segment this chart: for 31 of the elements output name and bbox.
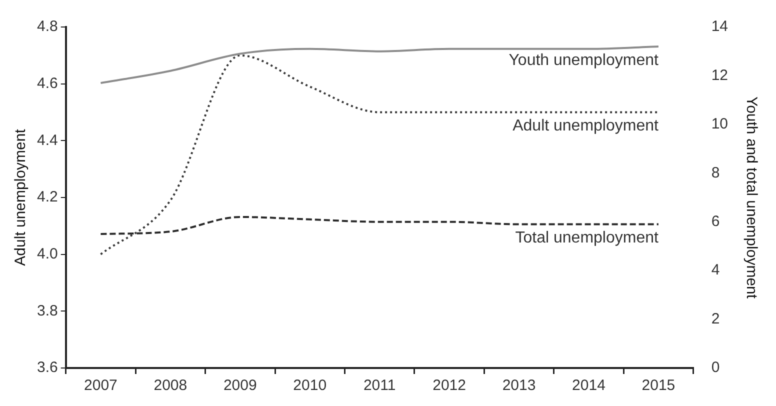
x-tick-label: 2008 — [154, 377, 188, 394]
y-tick-label: 4.8 — [36, 18, 58, 36]
y-tick-label: 3.6 — [36, 359, 58, 376]
x-tick-label: 2013 — [502, 377, 536, 394]
x-tick-label: 2009 — [223, 377, 257, 394]
x-tick-label: 2007 — [84, 377, 118, 394]
y-axis-title: Adult unemployment — [12, 128, 30, 266]
y2-tick-label: 8 — [711, 164, 720, 182]
x-tick-label: 2015 — [642, 377, 676, 394]
x-tick-label: 2010 — [293, 377, 327, 394]
y2-tick-label: 10 — [711, 116, 728, 133]
y2-tick-label: 0 — [711, 359, 720, 376]
y-tick-label: 4.4 — [36, 132, 58, 149]
series-label: Adult unemployment — [512, 118, 660, 135]
series-label: Youth unemployment — [508, 52, 660, 69]
y2-tick-label: 14 — [711, 18, 728, 36]
y2-tick-label: 12 — [711, 66, 728, 84]
line-series — [100, 54, 660, 256]
y-tick-label: 3.8 — [36, 302, 58, 320]
y-tick-label: 4.2 — [36, 188, 58, 206]
y-tick-label: 4.0 — [36, 245, 58, 262]
y2-tick-label: 2 — [711, 310, 720, 328]
x-tick-label: 2014 — [572, 377, 606, 394]
y-tick-label: 4.6 — [36, 74, 58, 92]
y2-axis-title: Youth and total unemployment — [742, 96, 760, 300]
y2-tick-label: 6 — [711, 213, 720, 230]
x-tick-label: 2011 — [363, 377, 396, 394]
y2-tick-label: 4 — [711, 262, 720, 279]
x-tick-label: 2012 — [432, 377, 466, 394]
series-label: Total unemployment — [515, 230, 660, 247]
line-series — [100, 45, 660, 84]
